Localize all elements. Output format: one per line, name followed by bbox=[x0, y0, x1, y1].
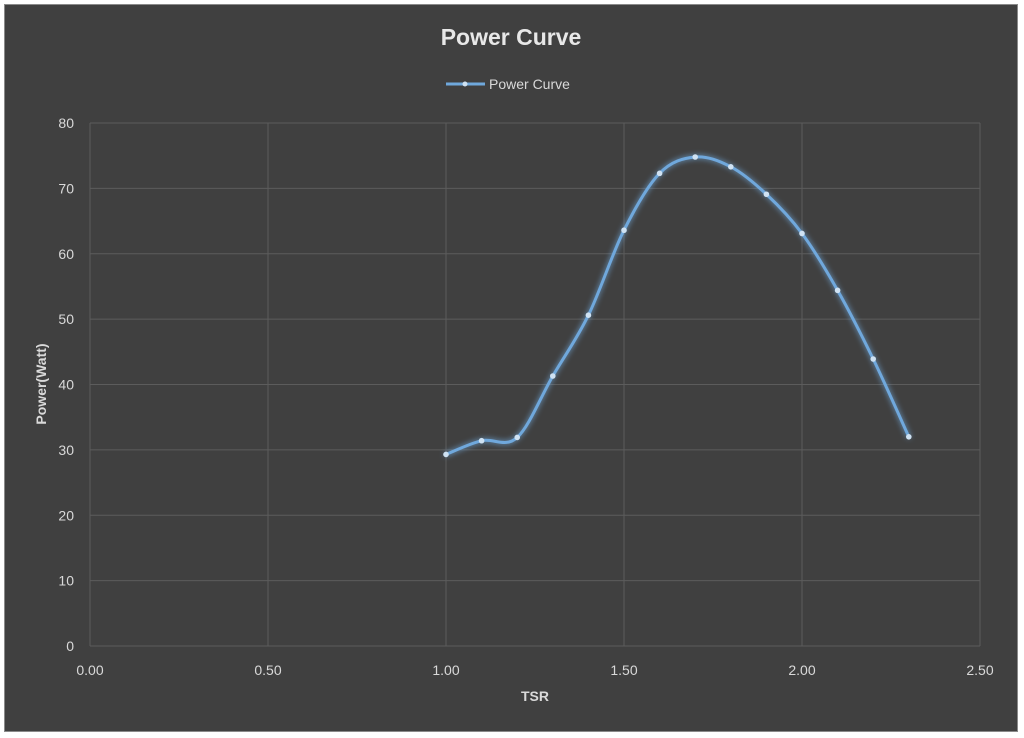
y-tick-label: 20 bbox=[58, 507, 74, 523]
series-layer bbox=[443, 154, 912, 458]
data-point bbox=[906, 434, 912, 440]
gridlines bbox=[89, 122, 981, 647]
data-point bbox=[834, 287, 841, 294]
x-tick-label: 2.50 bbox=[966, 662, 993, 678]
x-tick-label: 1.00 bbox=[432, 662, 459, 678]
data-point bbox=[550, 373, 556, 379]
data-point bbox=[799, 230, 805, 237]
y-tick-label: 10 bbox=[58, 573, 74, 589]
y-tick-label: 0 bbox=[66, 638, 74, 654]
x-tick-label: 1.50 bbox=[610, 662, 637, 678]
x-axis-title: TSR bbox=[521, 688, 549, 704]
data-point bbox=[443, 451, 449, 458]
data-point bbox=[621, 227, 627, 234]
series-line bbox=[444, 155, 911, 456]
x-tick-label: 2.00 bbox=[788, 662, 815, 678]
data-point bbox=[478, 437, 485, 444]
data-point bbox=[656, 170, 663, 177]
legend: Power Curve bbox=[446, 76, 570, 92]
data-point bbox=[870, 356, 876, 362]
y-tick-label: 80 bbox=[58, 115, 74, 131]
x-tick-label: 0.00 bbox=[76, 662, 103, 678]
y-tick-label: 60 bbox=[58, 246, 74, 262]
data-point bbox=[692, 154, 698, 160]
y-tick-label: 70 bbox=[58, 180, 74, 196]
chart-title: Power Curve bbox=[441, 24, 582, 50]
data-point bbox=[585, 312, 592, 319]
x-tick-label: 0.50 bbox=[254, 662, 281, 678]
data-point bbox=[514, 434, 520, 441]
legend-swatch-marker bbox=[462, 81, 468, 87]
y-tick-label: 30 bbox=[58, 442, 74, 458]
y-axis-title: Power(Watt) bbox=[33, 343, 49, 424]
data-point bbox=[728, 164, 734, 170]
y-tick-labels: 0 10 20 30 40 50 60 70 80 bbox=[58, 115, 74, 654]
y-tick-label: 40 bbox=[58, 377, 74, 393]
y-tick-label: 50 bbox=[58, 311, 74, 327]
chart-frame bbox=[4, 4, 1018, 732]
data-point bbox=[763, 191, 770, 198]
legend-label: Power Curve bbox=[489, 76, 570, 92]
x-tick-labels: 0.00 0.50 1.00 1.50 2.00 2.50 bbox=[76, 662, 993, 678]
